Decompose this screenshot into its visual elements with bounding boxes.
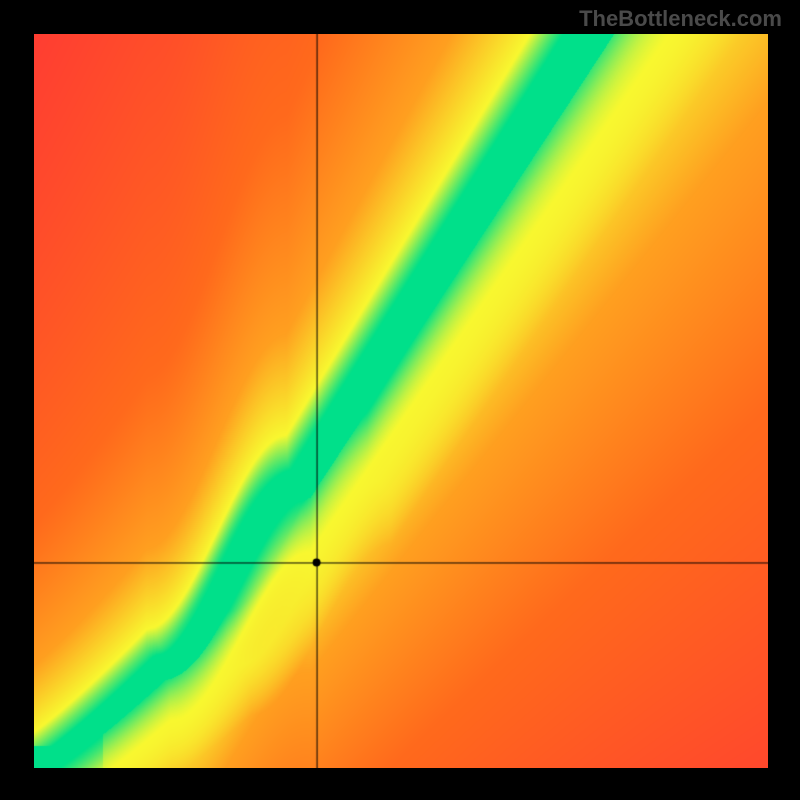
chart-container: TheBottleneck.com: [0, 0, 800, 800]
heatmap-plot: [34, 34, 768, 768]
watermark-text: TheBottleneck.com: [579, 6, 782, 32]
heatmap-canvas: [34, 34, 768, 768]
